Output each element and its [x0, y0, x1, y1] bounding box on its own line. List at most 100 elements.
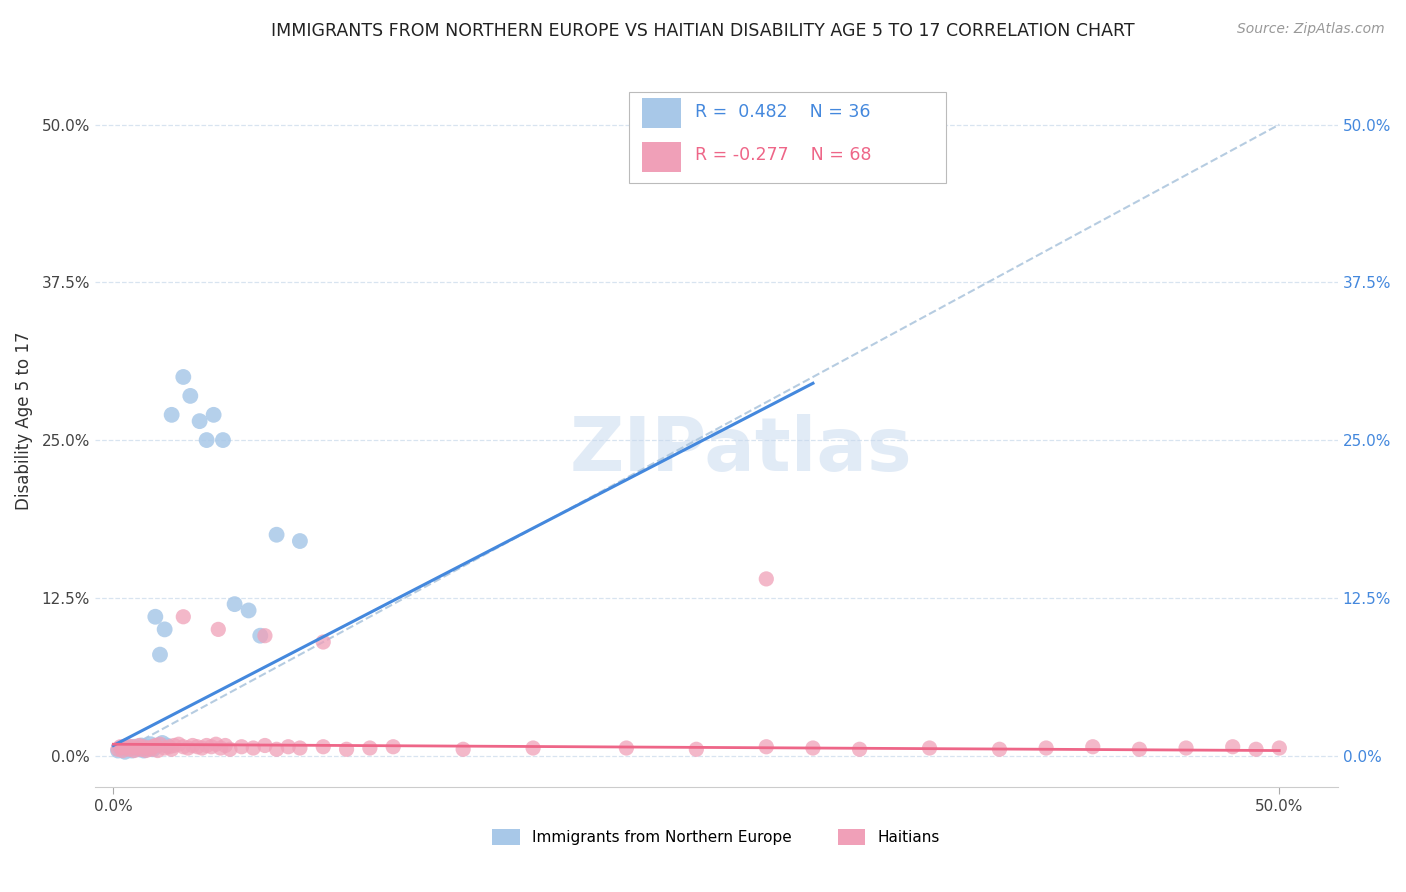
- Point: [172, 370, 194, 384]
- Point: [186, 739, 208, 754]
- Point: [209, 741, 232, 756]
- Point: [177, 741, 200, 756]
- Point: [139, 742, 162, 756]
- Point: [110, 739, 132, 754]
- Point: [212, 433, 235, 447]
- Point: [143, 739, 166, 753]
- Text: R =  0.482    N = 36: R = 0.482 N = 36: [695, 103, 870, 120]
- Point: [312, 635, 335, 649]
- Point: [124, 743, 146, 757]
- Point: [219, 742, 242, 756]
- Point: [146, 739, 169, 753]
- Point: [249, 629, 271, 643]
- Point: [131, 742, 153, 756]
- Point: [205, 737, 228, 751]
- Point: [801, 741, 824, 756]
- Point: [382, 739, 405, 754]
- FancyBboxPatch shape: [628, 92, 946, 183]
- Point: [132, 743, 155, 757]
- Point: [157, 739, 180, 754]
- Point: [153, 741, 176, 756]
- Point: [335, 742, 357, 756]
- Point: [253, 629, 276, 643]
- Point: [266, 527, 288, 541]
- Point: [195, 433, 218, 447]
- Point: [149, 737, 172, 751]
- Point: [125, 741, 148, 756]
- Point: [288, 534, 311, 549]
- Point: [181, 739, 204, 753]
- Point: [1244, 742, 1267, 756]
- Point: [117, 742, 139, 756]
- Point: [195, 739, 218, 753]
- Point: [131, 739, 153, 753]
- Point: [238, 603, 260, 617]
- Point: [191, 741, 214, 756]
- Point: [207, 623, 229, 637]
- Point: [136, 739, 159, 754]
- Point: [451, 742, 474, 756]
- Point: [117, 739, 139, 753]
- Point: [172, 739, 194, 754]
- Point: [163, 739, 186, 753]
- Point: [1035, 741, 1057, 756]
- Point: [125, 741, 148, 756]
- Point: [685, 742, 707, 756]
- Point: [114, 745, 136, 759]
- Point: [121, 739, 143, 754]
- Point: [153, 623, 176, 637]
- Point: [111, 742, 134, 756]
- Point: [214, 739, 236, 753]
- Point: [266, 742, 288, 756]
- Point: [1128, 742, 1150, 756]
- Point: [179, 389, 201, 403]
- Point: [107, 742, 129, 756]
- Point: [118, 741, 141, 756]
- FancyBboxPatch shape: [641, 142, 682, 172]
- Point: [121, 743, 143, 757]
- Point: [156, 739, 179, 753]
- Point: [167, 737, 190, 751]
- Text: ZIPatlas: ZIPatlas: [569, 414, 912, 487]
- Point: [918, 168, 941, 182]
- Point: [135, 741, 157, 756]
- Point: [149, 648, 172, 662]
- Point: [918, 741, 941, 756]
- Point: [128, 739, 150, 753]
- Point: [1222, 739, 1244, 754]
- FancyBboxPatch shape: [641, 97, 682, 128]
- Text: Source: ZipAtlas.com: Source: ZipAtlas.com: [1237, 22, 1385, 37]
- Point: [242, 741, 264, 756]
- Point: [150, 736, 173, 750]
- Point: [253, 739, 276, 753]
- Point: [118, 742, 141, 756]
- Point: [1175, 741, 1198, 756]
- Point: [142, 739, 165, 754]
- Point: [160, 742, 183, 756]
- Point: [202, 408, 225, 422]
- Point: [135, 743, 157, 757]
- Point: [143, 609, 166, 624]
- Point: [231, 739, 253, 754]
- Point: [160, 408, 183, 422]
- Point: [1081, 739, 1104, 754]
- Point: [755, 572, 778, 586]
- Point: [755, 739, 778, 754]
- Point: [111, 743, 134, 757]
- Point: [110, 741, 132, 756]
- Point: [312, 739, 335, 754]
- Text: IMMIGRANTS FROM NORTHERN EUROPE VS HAITIAN DISABILITY AGE 5 TO 17 CORRELATION CH: IMMIGRANTS FROM NORTHERN EUROPE VS HAITI…: [271, 22, 1135, 40]
- Point: [124, 739, 146, 754]
- Point: [616, 741, 638, 756]
- Point: [114, 739, 136, 754]
- Point: [139, 737, 162, 751]
- Point: [848, 742, 870, 756]
- Point: [522, 741, 544, 756]
- Point: [288, 741, 311, 756]
- Point: [107, 743, 129, 757]
- Point: [132, 739, 155, 754]
- Point: [359, 741, 381, 756]
- Point: [136, 741, 159, 756]
- Point: [146, 743, 169, 757]
- Point: [1268, 741, 1291, 756]
